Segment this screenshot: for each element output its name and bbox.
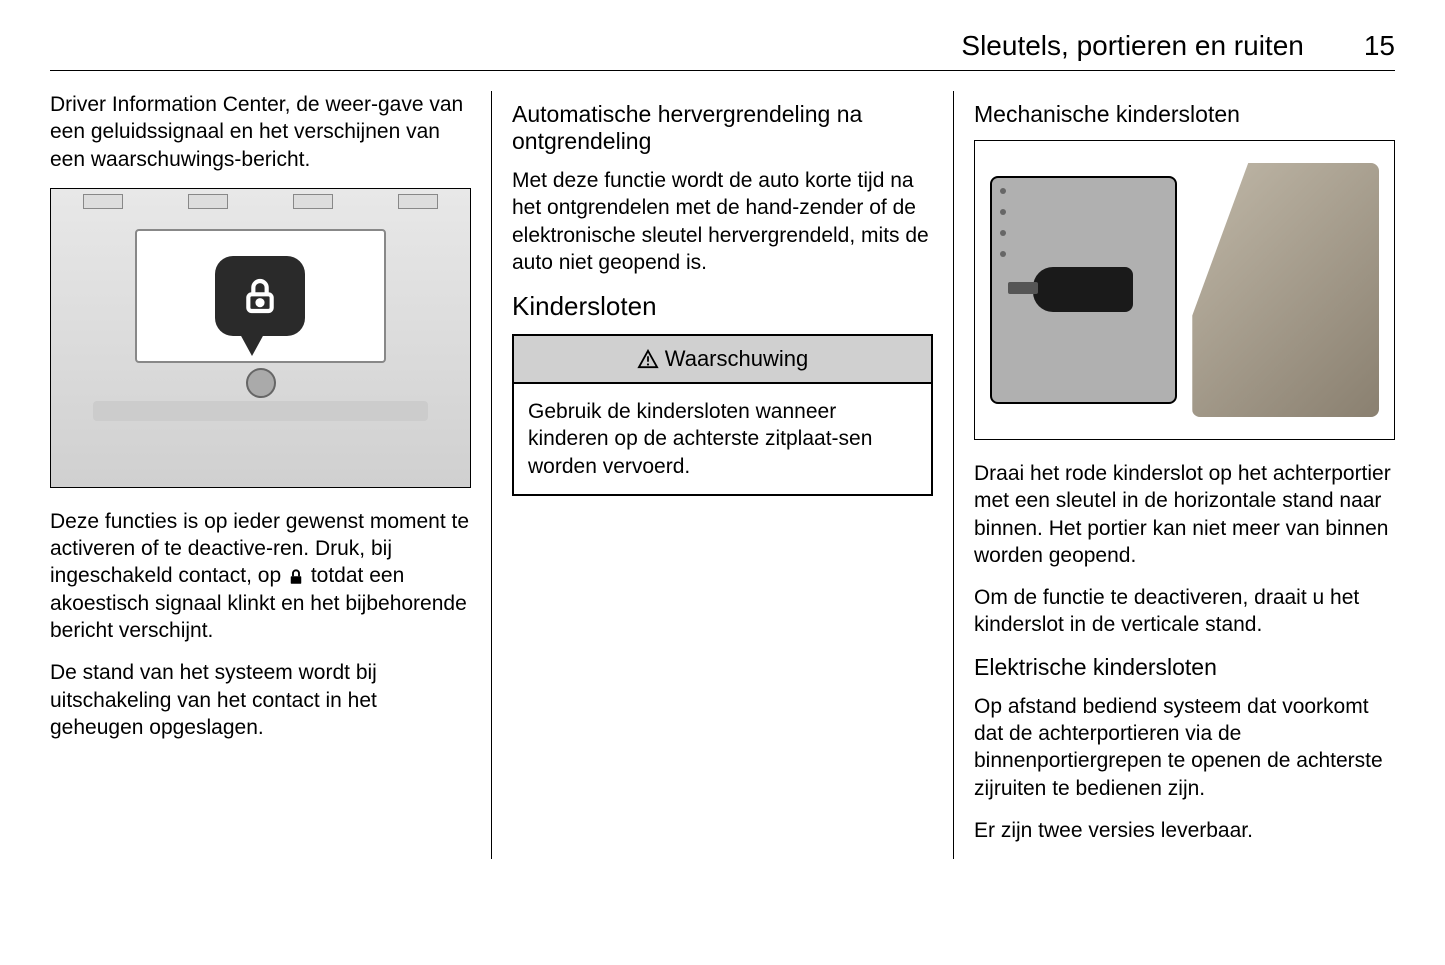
dashboard-controls [93, 373, 428, 448]
door-panel-graphic [1192, 163, 1379, 418]
electric-p2: Er zijn twee versies leverbaar. [974, 817, 1395, 844]
warning-body: Gebruik de kindersloten wanneer kinderen… [514, 384, 931, 494]
vent-decoration [51, 194, 470, 214]
key-fob-graphic [1033, 267, 1133, 312]
mechanical-p1: Draai het rode kinderslot op het achterp… [974, 460, 1395, 569]
intro-paragraph: Driver Information Center, de weer-gave … [50, 91, 471, 173]
door-dots [1000, 188, 1006, 257]
lock-callout-bubble [215, 256, 305, 336]
column-2: Automatische hervergrendeling na ontgren… [492, 91, 953, 859]
dashboard-screen [135, 229, 386, 363]
door-lock-illustration [974, 140, 1395, 440]
warning-box: Waarschuwing Gebruik de kindersloten wan… [512, 334, 933, 496]
page-header: Sleutels, portieren en ruiten 15 [50, 30, 1395, 71]
door-lock-closeup [990, 176, 1177, 404]
column-1: Driver Information Center, de weer-gave … [50, 91, 491, 859]
mechanical-p2: Om de functie te deactiveren, draait u h… [974, 584, 1395, 639]
electric-p1: Op afstand bediend systeem dat voorkomt … [974, 693, 1395, 802]
memory-paragraph: De stand van het systeem wordt bij uitsc… [50, 659, 471, 741]
kindersloten-heading: Kindersloten [512, 291, 933, 322]
dashboard-illustration [50, 188, 471, 488]
warning-triangle-icon [637, 349, 659, 369]
warning-label: Waarschuwing [665, 346, 808, 372]
header-title: Sleutels, portieren en ruiten [961, 30, 1303, 62]
page-number: 15 [1364, 30, 1395, 62]
activation-paragraph: Deze functies is op ieder gewenst moment… [50, 508, 471, 644]
mechanical-heading: Mechanische kindersloten [974, 101, 1395, 128]
activation-text-part1: Deze functies is op ieder gewenst moment… [50, 510, 469, 588]
lock-inline-icon [287, 568, 305, 586]
warning-header: Waarschuwing [514, 336, 931, 384]
column-3: Mechanische kindersloten Draai het rode … [954, 91, 1395, 859]
auto-relock-text: Met deze functie wordt de auto korte tij… [512, 167, 933, 276]
lock-icon [240, 276, 280, 316]
electric-heading: Elektrische kindersloten [974, 654, 1395, 681]
content-area: Driver Information Center, de weer-gave … [50, 91, 1395, 859]
auto-relock-heading: Automatische hervergrendeling na ontgren… [512, 101, 933, 155]
